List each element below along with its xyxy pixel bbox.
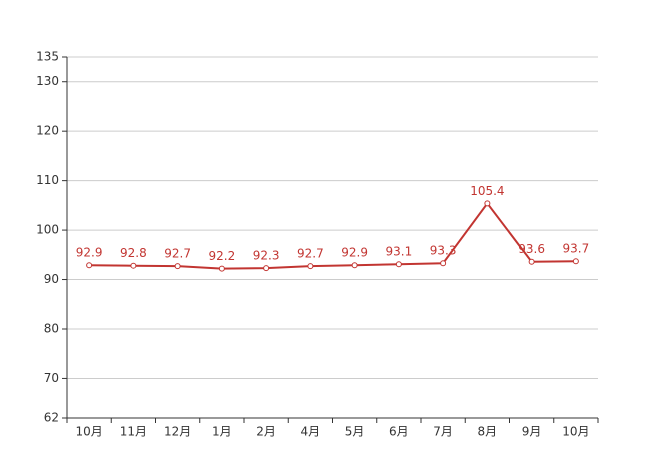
y-tick-label: 70 [44,371,59,385]
point [351,262,358,269]
x-tick-label: 10月 [75,425,102,439]
x-tick-label: 6月 [389,425,409,439]
point [174,263,181,270]
x-tick-label: 5月 [345,425,365,439]
x-tick-label: 12月 [164,425,191,439]
y-tick-label: 110 [36,173,59,187]
data-label: 92.7 [297,247,324,261]
data-label: 93.3 [430,244,457,258]
point [263,265,270,272]
x-tick-label: 9月 [522,425,542,439]
data-label: 93.1 [386,245,413,259]
data-label: 92.7 [164,247,191,261]
x-tick-label: 2月 [256,425,276,439]
data-label: 105.4 [470,184,504,198]
data-label: 92.8 [120,246,147,260]
y-tick-label: 62 [44,411,59,425]
point [440,260,447,267]
line [89,201,576,270]
data-label: 92.2 [209,249,236,263]
point [130,262,137,269]
y-tick-label: 120 [36,124,59,138]
y-tick-label: 100 [36,223,59,237]
data-label: 92.9 [76,246,103,260]
y-tick-label: 80 [44,321,59,335]
point [307,263,314,270]
data-label: 93.6 [518,242,545,256]
x-tick-label: 7月 [433,425,453,439]
y-tick-label: 90 [44,272,59,286]
point [395,261,402,268]
x-tick-label: 4月 [301,425,321,439]
x-tick-label: 11月 [120,425,147,439]
x-tick-label: 10月 [562,425,589,439]
data-label: 92.3 [253,249,280,263]
point [86,262,93,269]
x-tick-label: 1月 [212,425,232,439]
data-label: 93.7 [563,242,590,256]
data-label: 92.9 [341,246,368,260]
point [572,258,579,265]
point [218,265,225,272]
y-tick-label: 135 [36,50,59,64]
y-tick-label: 130 [36,74,59,88]
point [484,200,491,207]
x-tick-label: 8月 [478,425,498,439]
point [528,258,535,265]
